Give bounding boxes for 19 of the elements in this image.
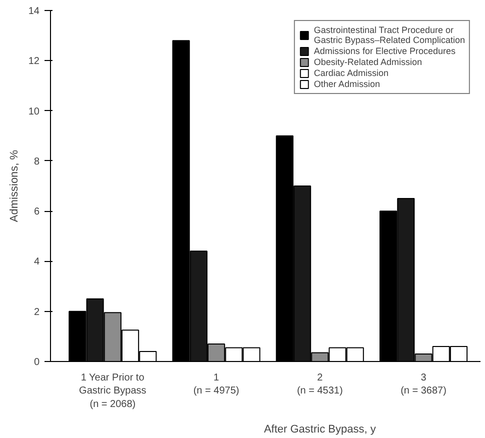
y-tick-label: 10 bbox=[28, 106, 40, 118]
legend-label: Admissions for Elective Procedures bbox=[314, 46, 456, 56]
x-tick-label: 1 (n = 4975) bbox=[193, 372, 240, 397]
y-tick-label: 6 bbox=[34, 206, 40, 218]
y-tick-label: 12 bbox=[28, 56, 40, 68]
x-tick-label: 3 (n = 3687) bbox=[400, 372, 446, 397]
y-tick-label: 0 bbox=[34, 357, 40, 368]
y-axis-title: Admissions, % bbox=[8, 150, 20, 222]
x-axis-title: After Gastric Bypass, y bbox=[264, 424, 376, 436]
legend-label: Gastrointestinal Tract Procedure or Gastric Bypass–Related Complication bbox=[314, 25, 465, 45]
y-tick-label: 4 bbox=[34, 256, 40, 268]
y-tick-label: 2 bbox=[34, 306, 40, 318]
x-tick-label: 2 (n = 4531) bbox=[296, 372, 343, 397]
legend-label: Cardiac Admission bbox=[314, 68, 388, 78]
y-tick-label: 8 bbox=[34, 156, 40, 168]
legend-label: Other Admission bbox=[314, 79, 380, 89]
legend-label: Obesity-Related Admission bbox=[314, 57, 422, 67]
x-tick-label: 1 Year Prior to Gastric Bypass (n = 2068) bbox=[79, 372, 146, 410]
y-tick-label: 14 bbox=[28, 6, 40, 17]
